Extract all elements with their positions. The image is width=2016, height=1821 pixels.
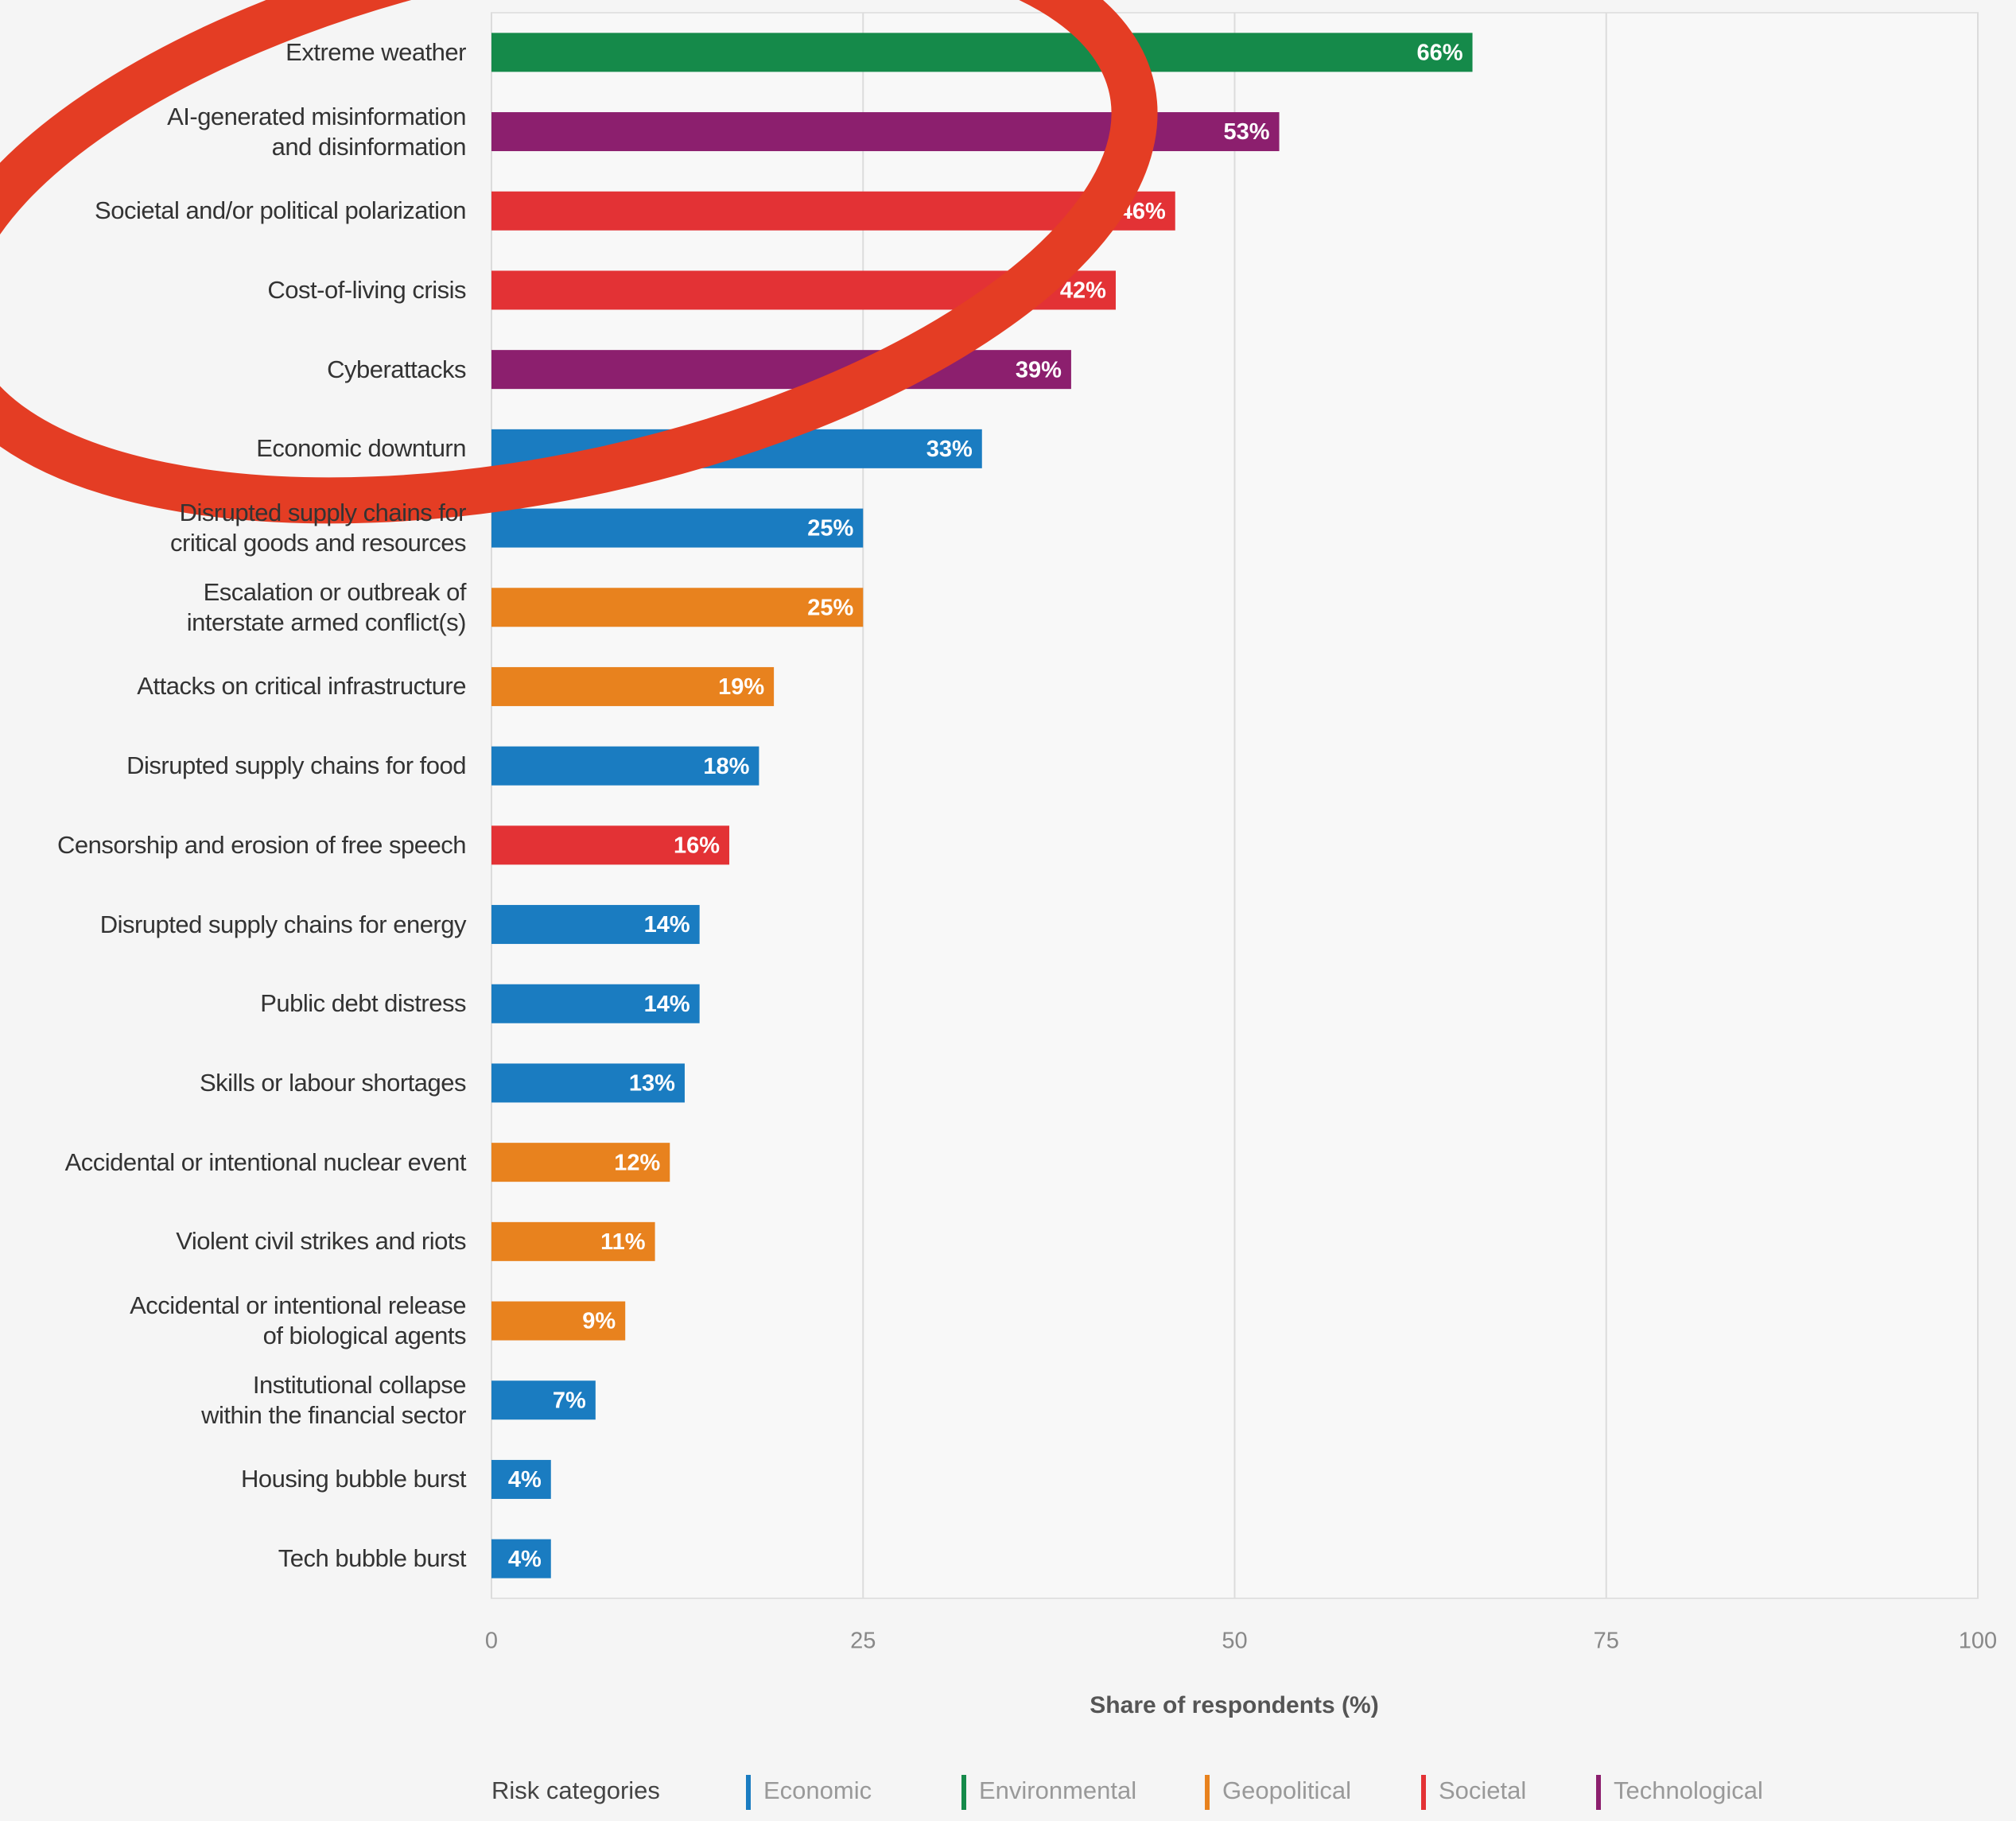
data-label: 14%	[644, 912, 690, 938]
y-tick-label: Tech bubble burst	[278, 1544, 467, 1573]
bar	[491, 825, 730, 865]
bar	[491, 33, 1473, 72]
x-tick-label: 100	[1959, 1629, 1997, 1654]
y-tick-label: Skills or labour shortages	[199, 1068, 467, 1097]
x-tick-label: 50	[1222, 1629, 1247, 1654]
legend-swatch	[1205, 1775, 1210, 1810]
x-tick-label: 75	[1594, 1629, 1619, 1654]
data-label: 7%	[553, 1388, 586, 1413]
y-tick-label: Censorship and erosion of free speech	[57, 830, 467, 859]
bar	[491, 1143, 670, 1182]
data-label: 33%	[926, 437, 973, 462]
data-label: 19%	[718, 674, 764, 700]
data-label: 42%	[1060, 278, 1106, 304]
data-label: 25%	[807, 516, 853, 542]
legend-label: Economic	[763, 1776, 872, 1804]
y-tick-label: Disrupted supply chains for critical goo…	[170, 499, 466, 557]
bar	[491, 508, 864, 548]
annotation-circle	[0, 0, 1158, 524]
y-tick-label: Housing bubble burst	[241, 1465, 466, 1493]
y-tick-label: Economic downturn	[256, 434, 466, 463]
y-tick-label: AI-generated misinformation and disinfor…	[167, 102, 466, 161]
bar	[491, 666, 775, 706]
legend-label: Societal	[1439, 1776, 1526, 1804]
bar	[491, 112, 1280, 152]
legend-label: Environmental	[979, 1776, 1136, 1804]
data-label: 9%	[582, 1309, 616, 1334]
bar	[491, 1459, 551, 1499]
bar	[491, 1539, 551, 1578]
data-label: 66%	[1416, 41, 1462, 66]
legend-swatch	[1596, 1775, 1601, 1810]
legend-title: Risk categories	[491, 1776, 660, 1804]
bar	[491, 1221, 655, 1261]
y-tick-label: Cost-of-living crisis	[267, 275, 466, 304]
data-label: 11%	[600, 1229, 646, 1255]
data-label: 39%	[1016, 357, 1062, 382]
legend-label: Geopolitical	[1222, 1776, 1351, 1804]
data-label: 12%	[614, 1150, 660, 1175]
data-label: 16%	[674, 833, 720, 859]
bar	[491, 746, 759, 786]
bar	[491, 588, 864, 627]
bar	[491, 984, 700, 1023]
bar	[491, 1063, 685, 1103]
x-tick-label: 25	[850, 1629, 876, 1654]
y-tick-label: Accidental or intentional nuclear event	[64, 1147, 467, 1176]
data-label: 53%	[1224, 119, 1270, 145]
y-tick-label: Disrupted supply chains for energy	[99, 910, 467, 938]
data-label: 4%	[508, 1547, 542, 1572]
y-tick-label: Escalation or outbreak of interstate arm…	[186, 577, 467, 636]
data-label: 4%	[508, 1467, 542, 1493]
y-tick-label: Accidental or intentional release of bio…	[130, 1291, 466, 1350]
legend-swatch	[1421, 1775, 1426, 1810]
x-tick-label: 0	[485, 1629, 498, 1654]
y-tick-label: Institutional collapse within the financ…	[201, 1370, 466, 1429]
legend-swatch	[961, 1775, 966, 1810]
legend-label: Technological	[1614, 1776, 1763, 1804]
y-tick-label: Societal and/or political polarization	[95, 196, 466, 225]
data-label: 13%	[629, 1071, 675, 1097]
data-label: 18%	[703, 754, 749, 779]
y-tick-label: Public debt distress	[260, 989, 466, 1018]
y-tick-label: Attacks on critical infrastructure	[137, 672, 466, 701]
legend-swatch	[746, 1775, 751, 1810]
y-tick-label: Violent civil strikes and riots	[176, 1227, 466, 1256]
data-label: 25%	[807, 595, 853, 620]
bar	[491, 1301, 626, 1341]
y-tick-label: Disrupted supply chains for food	[126, 751, 466, 780]
y-tick-label: Extreme weather	[286, 37, 466, 66]
bar	[491, 350, 1071, 390]
bar	[491, 1380, 596, 1420]
x-axis-title: Share of respondents (%)	[1090, 1692, 1378, 1718]
data-label: 14%	[644, 992, 690, 1017]
bar	[491, 905, 700, 945]
y-tick-label: Cyberattacks	[327, 355, 466, 383]
legend: Economic Environmental Geopolitical Societa…	[746, 1775, 1763, 1810]
